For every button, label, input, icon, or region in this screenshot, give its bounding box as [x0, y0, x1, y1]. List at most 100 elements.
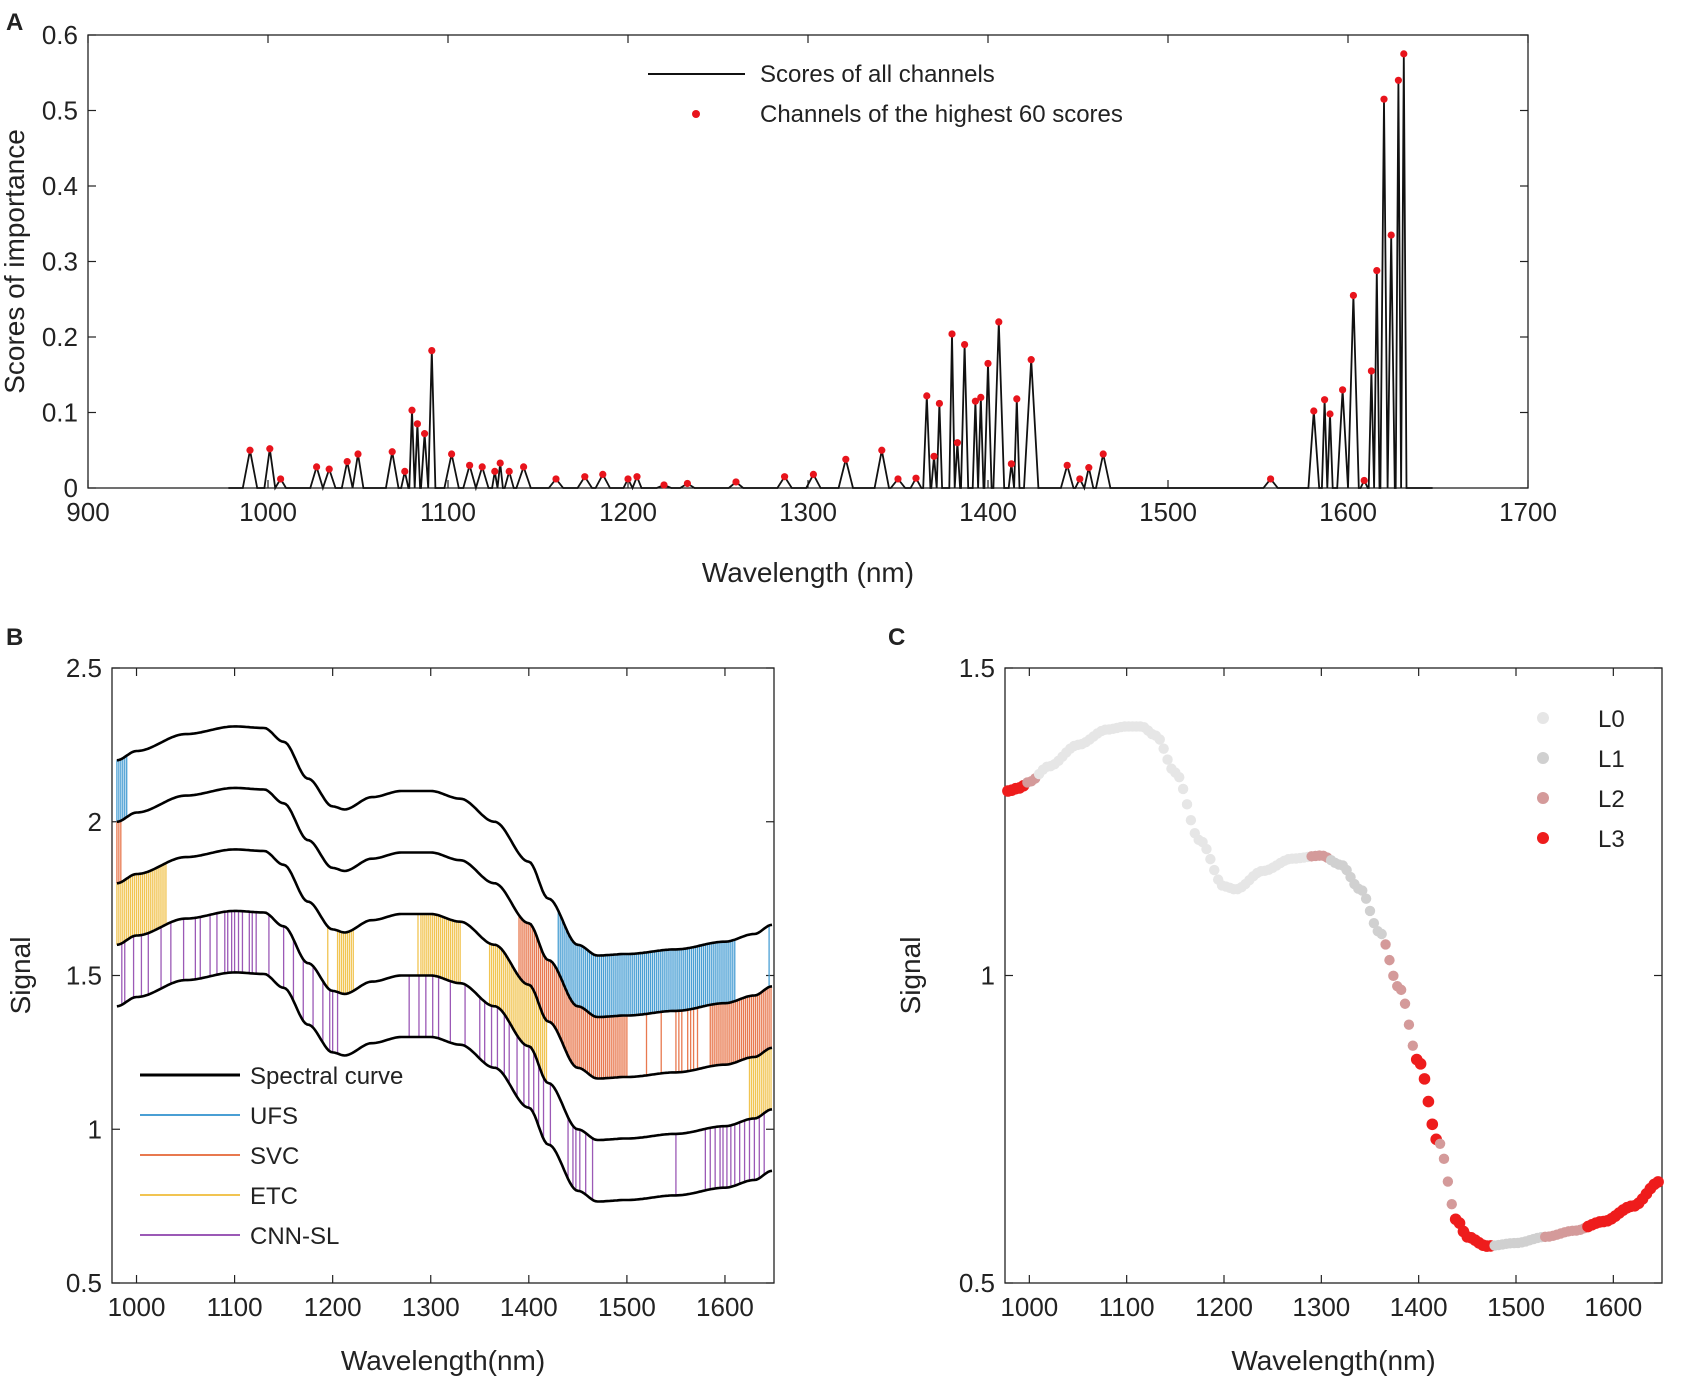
- signal-point-l3: [1414, 1058, 1427, 1070]
- top-score-point: [1367, 367, 1375, 375]
- top-score-point: [1394, 76, 1402, 84]
- top-score-point: [984, 359, 992, 368]
- top-score-point: [977, 393, 985, 401]
- signal-point-l3: [1418, 1073, 1431, 1085]
- top-score-point: [1326, 410, 1334, 418]
- top-score-point: [732, 478, 740, 486]
- spectral-curve: [116, 848, 773, 1080]
- signal-point-l2: [1399, 998, 1411, 1009]
- top-score-point: [1349, 291, 1357, 300]
- legend-label-cnn-sl: CNN-SL: [250, 1223, 339, 1250]
- top-score-point: [491, 467, 499, 475]
- signal-point-l2: [1395, 984, 1407, 996]
- top-score-point: [354, 450, 362, 458]
- spectral-curve: [116, 971, 773, 1203]
- signal-point-l2: [1384, 954, 1395, 966]
- top-score-point: [1027, 356, 1035, 364]
- y-tick-label-a: 0.6: [42, 20, 78, 50]
- legend-label-etc: ETC: [250, 1183, 298, 1210]
- x-tick-label-c: 1400: [1390, 1292, 1448, 1322]
- x-tick-label-a: 1200: [599, 497, 657, 527]
- signal-point-l0: [1177, 783, 1189, 795]
- x-tick-label-a: 1600: [1319, 497, 1377, 527]
- signal-point-l0: [1162, 754, 1173, 765]
- chart-b: 1000 1100 1200 1300 1400 1500 1600 0.5 1 1.5 2 2.5 W…: [5, 653, 775, 1376]
- signal-point-l1: [1357, 885, 1368, 896]
- x-axis-label-a: Wavelength (nm): [702, 557, 914, 588]
- x-tick-label-b: 1300: [402, 1292, 460, 1322]
- top-score-point: [633, 473, 641, 481]
- top-score-point: [325, 465, 333, 473]
- top-score-point: [995, 318, 1003, 326]
- top-score-point: [388, 448, 396, 456]
- top-score-point: [961, 340, 969, 349]
- top-score-point: [599, 470, 607, 479]
- spectral-curve: [116, 725, 773, 957]
- top-score-point: [1360, 476, 1368, 485]
- top-score-point: [421, 430, 429, 438]
- plot-frame-c: [1004, 667, 1663, 1284]
- chart-c: 1000 1100 1200 1300 1400 1500 1600 0.5 1 1.5 Wavel…: [895, 653, 1664, 1376]
- y-tick-label-b: 2: [88, 807, 102, 837]
- legend-label-ufs: UFS: [250, 1103, 298, 1130]
- top-score-point: [1310, 407, 1318, 415]
- y-tick-label-b: 2.5: [66, 653, 102, 683]
- legend-label-l0: L0: [1598, 706, 1625, 733]
- top-score-point: [466, 461, 474, 469]
- y-tick-label-a: 0.2: [42, 322, 78, 352]
- y-tick-label-a: 0: [64, 473, 78, 503]
- legend-dot-top-scores: [692, 110, 700, 118]
- y-tick-label-a: 0.5: [42, 96, 78, 126]
- signal-point-l0: [1181, 799, 1193, 810]
- y-tick-label-a: 0.3: [42, 247, 78, 277]
- signal-point-l0: [1205, 853, 1216, 865]
- y-tick-label-c: 1: [981, 961, 995, 991]
- signal-point-l2: [1407, 1040, 1419, 1051]
- signal-point-l2: [1380, 939, 1391, 950]
- signal-point-l1: [1376, 928, 1387, 940]
- top-score-point: [1085, 464, 1093, 472]
- x-tick-label-b: 1100: [207, 1292, 263, 1322]
- top-score-point: [660, 481, 668, 489]
- x-tick-label-b: 1500: [598, 1292, 656, 1322]
- signal-point-l0: [1185, 815, 1197, 826]
- top-score-point: [401, 467, 409, 475]
- y-tick-label-b: 1.5: [66, 961, 102, 991]
- x-tick-label-c: 1100: [1099, 1292, 1155, 1322]
- top-score-point: [935, 399, 944, 408]
- top-score-point: [1267, 475, 1275, 483]
- x-tick-label-b: 1400: [500, 1292, 558, 1322]
- signal-point-l3: [1422, 1095, 1435, 1108]
- top-score-point: [552, 475, 560, 483]
- top-score-point: [1339, 386, 1347, 394]
- x-tick-label-c: 1300: [1292, 1292, 1350, 1322]
- top-score-point: [448, 450, 456, 458]
- signal-point-l1: [1360, 893, 1372, 904]
- x-tick-label-c: 1200: [1195, 1292, 1253, 1322]
- top-score-point: [930, 452, 938, 460]
- top-score-point: [408, 406, 416, 414]
- x-tick-label-b: 1000: [108, 1292, 166, 1322]
- legend-dot-l1: [1537, 752, 1549, 764]
- signal-point-l2: [1442, 1176, 1454, 1187]
- top-score-point: [923, 392, 931, 400]
- top-score-point: [1076, 475, 1084, 483]
- top-score-point: [413, 420, 421, 428]
- top-score-point: [624, 475, 632, 483]
- signal-point-l2: [1438, 1153, 1450, 1165]
- x-tick-label-a: 1700: [1499, 497, 1557, 527]
- top-score-point: [1387, 231, 1395, 239]
- top-score-point: [809, 470, 818, 479]
- signal-point-l3: [1426, 1118, 1439, 1131]
- top-score-point: [781, 473, 789, 481]
- y-axis-label-c: Signal: [895, 937, 926, 1015]
- signal-point-l2: [1403, 1019, 1415, 1030]
- legend-label-svc: SVC: [250, 1143, 299, 1170]
- x-tick-label-a: 1400: [959, 497, 1017, 527]
- top-score-point: [266, 445, 274, 453]
- y-axis-label-a: Scores of importance: [0, 129, 30, 394]
- legend-dot-l3: [1537, 832, 1549, 844]
- legend-label-l3: L3: [1598, 826, 1625, 853]
- top-score-point: [842, 455, 850, 463]
